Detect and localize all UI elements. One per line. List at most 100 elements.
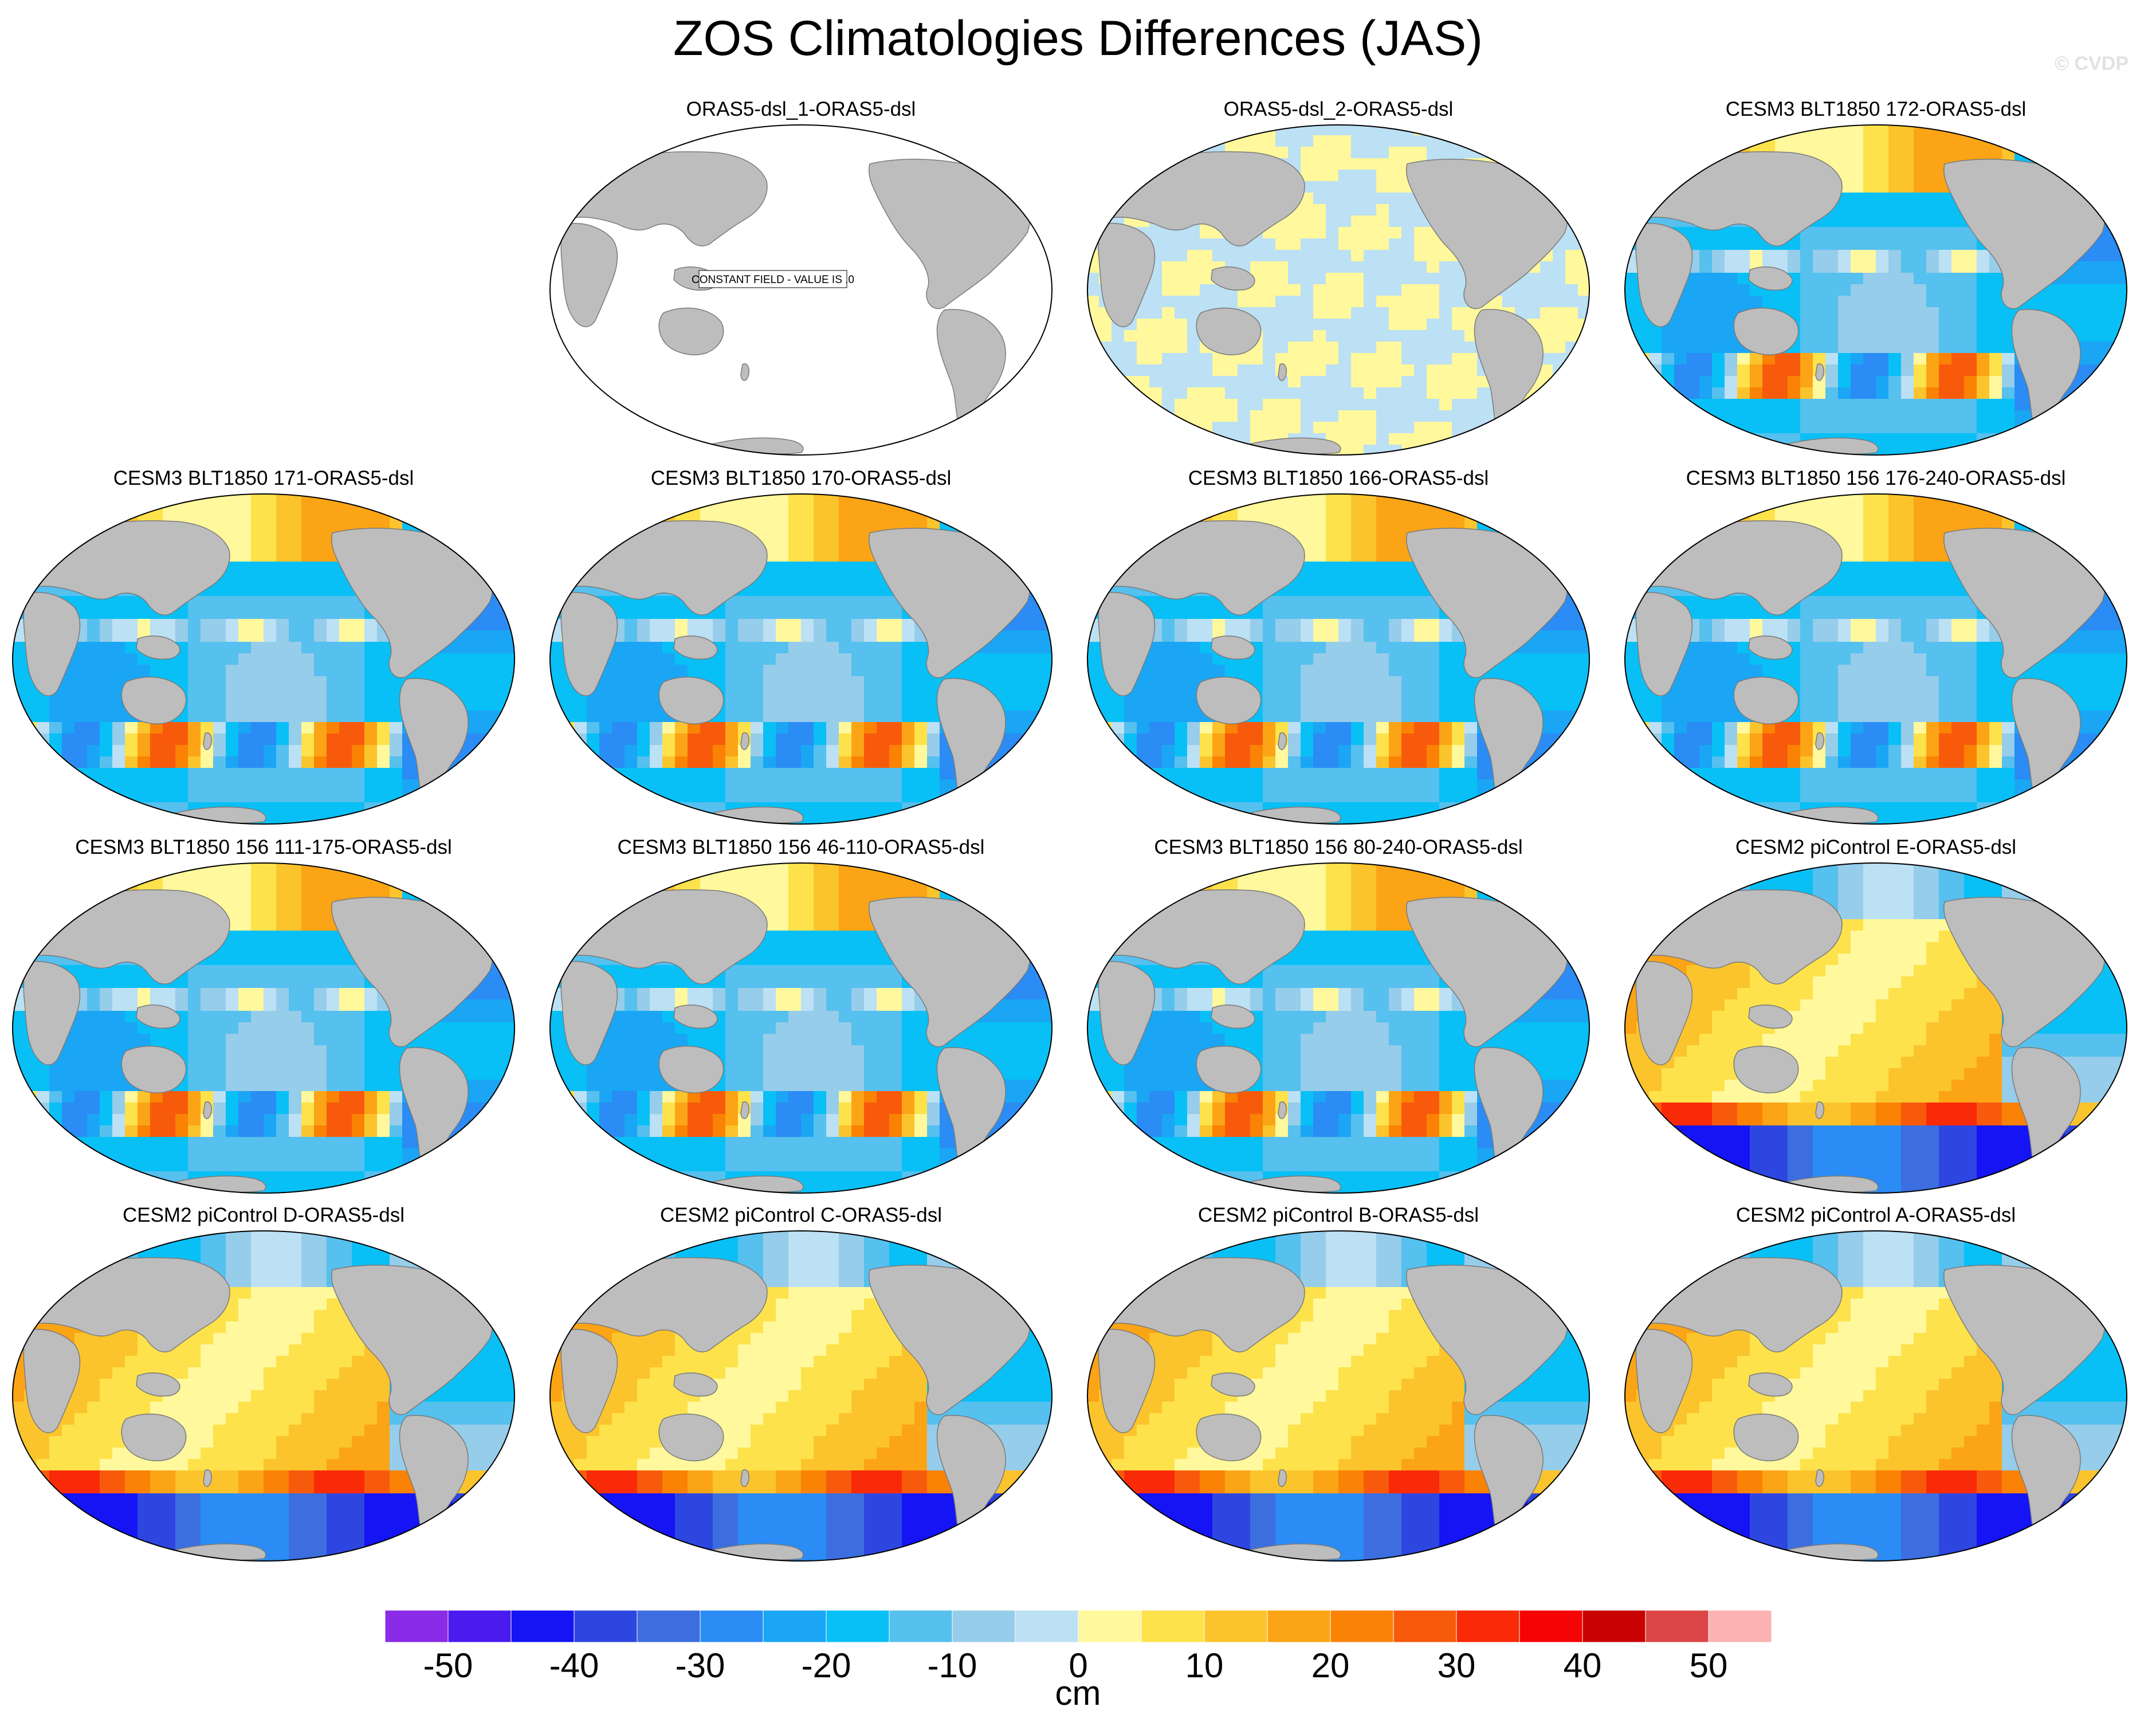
map-border [12,493,515,825]
colorbar-swatch [574,1610,638,1642]
australia-landmass [1733,1045,1799,1093]
ocean-field [1625,494,2127,824]
ocean-field [550,125,1052,455]
australia-landmass [658,676,724,724]
panel-title: ORAS5-dsl_1-ORAS5-dsl [686,98,916,120]
africa-landmass [1635,1329,1693,1434]
australia-landmass [658,1045,724,1093]
constant-field-note-box [698,270,847,288]
global-map [549,1230,1053,1562]
maritime-continent-landmass [1211,1005,1255,1029]
map-panel: ORAS5-dsl_1-ORAS5-dsl CONSTANT FIELD - VA… [549,97,1053,464]
ocean-field [1087,494,1589,824]
colorbar-swatch [637,1610,701,1642]
map-panel: CESM3 BLT1850 170-ORAS5-dsl [549,466,1053,833]
africa-landmass [560,961,618,1066]
map-border [1624,1230,2127,1562]
panel-title: CESM3 BLT1850 156 46-110-ORAS5-dsl [617,836,985,858]
panel-title: CESM3 BLT1850 172-ORAS5-dsl [1725,98,2027,120]
panel-title: CESM3 BLT1850 170-ORAS5-dsl [650,467,952,489]
global-map [12,1230,515,1562]
map-border [1624,862,2127,1194]
new-zealand-landmass [1815,1469,1824,1487]
australia-landmass [121,1413,187,1461]
colorbar-tick-label: -30 [675,1646,725,1685]
maritime-continent-landmass [673,636,718,660]
colorbar-swatch [700,1610,764,1642]
map-panel: CESM2 piControl B-ORAS5-dsl [1086,1203,1591,1570]
map-border [549,862,1053,1194]
map-panel: CESM3 BLT1850 156 176-240-ORAS5-dsl [1624,466,2128,833]
copyright-label: © CVDP [2055,53,2128,74]
colorbar-swatch [1582,1610,1646,1642]
australia-landmass [121,676,187,724]
map-panel: CESM3 BLT1850 156 80-240-ORAS5-dsl [1086,835,1591,1202]
new-zealand-landmass [1815,732,1824,750]
africa-landmass [23,961,81,1066]
ocean-field [550,1231,1052,1561]
maritime-continent-landmass [136,636,180,660]
africa-landmass [23,1329,81,1434]
colorbar-swatch [1330,1610,1394,1642]
colorbar-swatch [1204,1610,1268,1642]
new-zealand-landmass [1815,363,1824,381]
colorbar-swatch [1267,1610,1331,1642]
colorbar-tick-label: 10 [1185,1646,1224,1685]
maritime-continent-landmass [136,1005,180,1029]
australia-landmass [1733,307,1799,355]
ocean-field [13,494,515,824]
new-zealand-landmass [1278,732,1287,750]
ocean-field [1087,125,1589,455]
global-map [1624,862,2127,1194]
ocean-field [1087,1231,1589,1561]
map-panel: CESM3 BLT1850 156 46-110-ORAS5-dsl [549,835,1053,1202]
new-zealand-landmass [1278,363,1287,381]
africa-landmass [1098,223,1156,328]
colorbar-swatch [1645,1610,1709,1642]
panel-title: CESM3 BLT1850 156 111-175-ORAS5-dsl [75,836,452,858]
maritime-continent-landmass [673,1372,718,1397]
map-border [1624,493,2127,825]
ocean-field [1625,125,2127,455]
colorbar-swatch [1078,1610,1142,1642]
maritime-continent-landmass [1211,266,1255,291]
colorbar-units: cm [1055,1674,1101,1712]
colorbar-tick-label: 0 [1069,1646,1088,1685]
colorbar-swatch [385,1610,449,1642]
panel-title: ORAS5-dsl_2-ORAS5-dsl [1223,98,1454,120]
new-zealand-landmass [1815,1101,1824,1119]
maritime-continent-landmass [1211,636,1255,660]
panel-title: CESM3 BLT1850 166-ORAS5-dsl [1188,467,1489,489]
panel-title: CESM3 BLT1850 156 176-240-ORAS5-dsl [1686,467,2066,489]
australia-landmass [1733,1413,1799,1461]
colorbar-swatches [385,1610,1772,1642]
colorbar-swatch [1519,1610,1583,1642]
global-map [1087,124,1590,456]
map-panel: CESM3 BLT1850 171-ORAS5-dsl [11,466,516,833]
map-panel: CESM2 piControl A-ORAS5-dsl [1624,1203,2128,1570]
colorbar-swatch [1456,1610,1520,1642]
map-border [1087,1230,1590,1562]
panel-title: CESM2 piControl E-ORAS5-dsl [1735,836,2017,858]
australia-landmass [1196,307,1262,355]
map-border [12,862,515,1194]
global-map [1624,1230,2127,1562]
colorbar-tick-label: 30 [1437,1646,1476,1685]
global-map [549,493,1053,825]
colorbar-tick-label: 20 [1311,1646,1350,1685]
map-border [1087,493,1590,825]
global-map [1624,493,2127,825]
map-panel: CESM3 BLT1850 156 111-175-ORAS5-dsl [11,835,516,1202]
map-border [549,493,1053,825]
new-zealand-landmass [203,732,212,750]
global-map [12,493,515,825]
ocean-field [550,863,1052,1193]
colorbar-swatch [1015,1610,1079,1642]
map-border [12,1230,515,1562]
ocean-field [1087,863,1589,1193]
map-border [1087,124,1590,456]
colorbar-swatch [447,1610,512,1642]
africa-landmass [23,592,81,697]
africa-landmass [560,592,618,697]
colorbar-swatch [763,1610,827,1642]
